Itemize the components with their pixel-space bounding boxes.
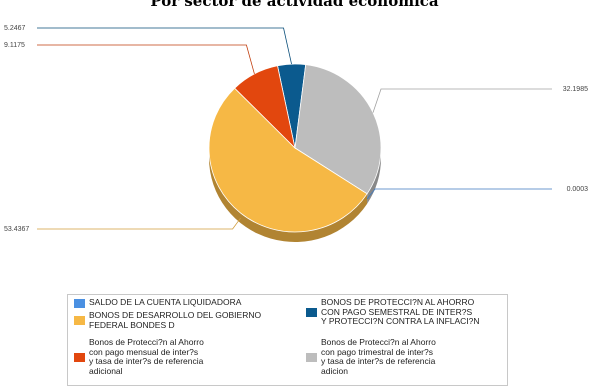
legend-label: BONOS DE DESARROLLO DEL GOBIERNO FEDERAL… bbox=[89, 310, 262, 330]
legend-label: SALDO DE LA CUENTA LIQUIDADORA bbox=[89, 297, 242, 307]
leader-line bbox=[372, 88, 552, 113]
pie-slice bbox=[234, 65, 296, 150]
data-label: 32.1985 bbox=[563, 86, 588, 93]
leader-line bbox=[37, 44, 255, 75]
data-label: 53.4367 bbox=[4, 226, 29, 233]
legend-item: BONOS DE DESARROLLO DEL GOBIERNO FEDERAL… bbox=[74, 310, 262, 330]
pie-slice-side bbox=[367, 148, 381, 204]
legend-label: Bonos de Protecci?n al Ahorro con pago t… bbox=[321, 337, 436, 376]
legend-item: BONOS DE PROTECCI?N AL AHORRO CON PAGO S… bbox=[306, 297, 480, 327]
pie-chart: 5.2467 32.1985 0.0003 53.4367 9.1175 bbox=[4, 25, 589, 242]
legend-item: SALDO DE LA CUENTA LIQUIDADORA bbox=[74, 297, 242, 308]
data-label: 0.0003 bbox=[567, 186, 589, 193]
pie-slice bbox=[208, 87, 368, 233]
data-label: 5.2467 bbox=[4, 25, 26, 32]
legend-swatch bbox=[74, 353, 85, 362]
legend-swatch bbox=[74, 316, 85, 325]
leader-line bbox=[37, 27, 292, 65]
legend-swatch bbox=[306, 353, 317, 362]
chart-title: Por sector de actividad económica bbox=[150, 0, 439, 10]
legend-label: Bonos de Protecci?n al Ahorro con pago m… bbox=[89, 337, 204, 376]
legend-item: Bonos de Protecci?n al Ahorro con pago t… bbox=[306, 337, 436, 376]
legend-swatch bbox=[306, 308, 317, 317]
leader-line bbox=[37, 217, 241, 230]
data-label: 9.1175 bbox=[4, 42, 25, 49]
legend-item: Bonos de Protecci?n al Ahorro con pago m… bbox=[74, 337, 204, 376]
legend-label: BONOS DE PROTECCI?N AL AHORRO CON PAGO S… bbox=[321, 297, 480, 326]
chart-legend: SALDO DE LA CUENTA LIQUIDADORA BONOS DE D… bbox=[67, 294, 508, 386]
leader-line bbox=[366, 188, 552, 200]
legend-swatch bbox=[74, 299, 85, 308]
